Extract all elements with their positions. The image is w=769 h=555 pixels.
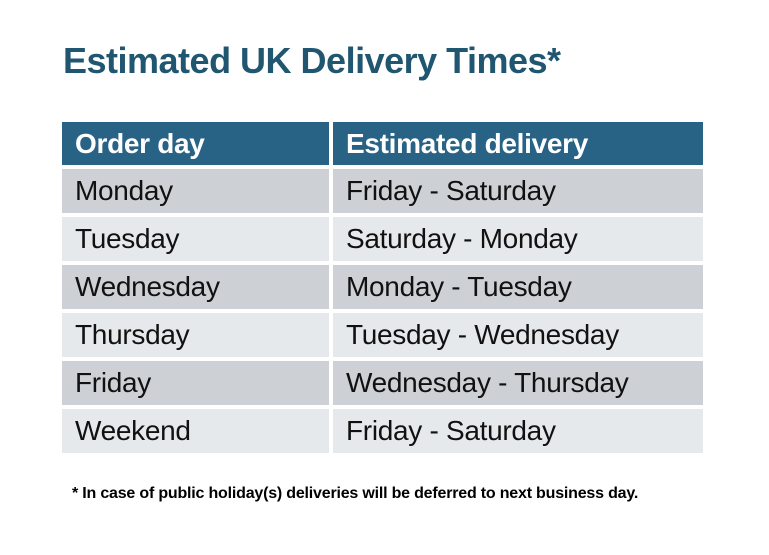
order-day-cell-tuesday: Tuesday xyxy=(62,217,329,261)
order-day-cell-weekend: Weekend xyxy=(62,409,329,453)
delivery-estimate-cell-monday: Friday - Saturday xyxy=(333,169,703,213)
delivery-times-table: Order day Estimated delivery Monday Frid… xyxy=(62,122,703,453)
column-header-estimated-delivery: Estimated delivery xyxy=(333,122,703,165)
order-day-cell-friday: Friday xyxy=(62,361,329,405)
order-day-cell-thursday: Thursday xyxy=(62,313,329,357)
public-holiday-footnote: * In case of public holiday(s) deliverie… xyxy=(72,485,639,502)
delivery-estimate-cell-weekend: Friday - Saturday xyxy=(333,409,703,453)
delivery-estimate-cell-wednesday: Monday - Tuesday xyxy=(333,265,703,309)
column-header-order-day: Order day xyxy=(62,122,329,165)
delivery-estimate-cell-thursday: Tuesday - Wednesday xyxy=(333,313,703,357)
delivery-estimate-cell-friday: Wednesday - Thursday xyxy=(333,361,703,405)
order-day-cell-wednesday: Wednesday xyxy=(62,265,329,309)
page-title: Estimated UK Delivery Times* xyxy=(63,40,561,81)
order-day-cell-monday: Monday xyxy=(62,169,329,213)
delivery-estimate-cell-tuesday: Saturday - Monday xyxy=(333,217,703,261)
